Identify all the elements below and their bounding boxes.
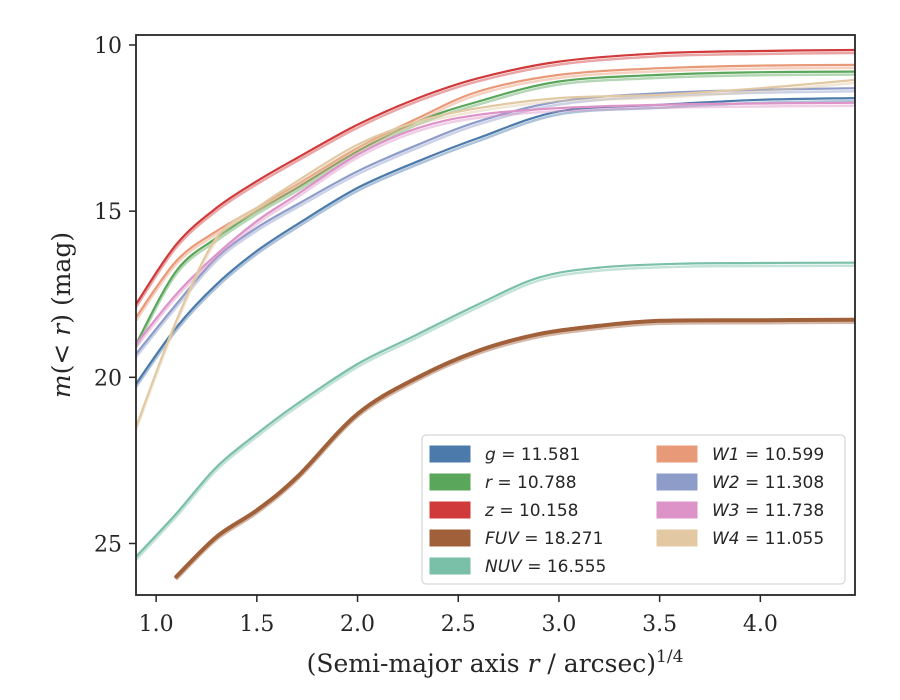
legend-label: FUV = 18.271 xyxy=(485,529,603,549)
legend-swatch xyxy=(656,529,698,547)
series-line xyxy=(174,317,855,579)
legend-swatch xyxy=(429,529,471,547)
legend-label: z = 10.158 xyxy=(484,501,578,521)
series-fuv xyxy=(174,317,855,581)
series-z xyxy=(136,48,855,308)
series-band xyxy=(136,89,855,358)
series-band xyxy=(136,81,855,431)
legend-frame xyxy=(421,434,846,585)
series-w2 xyxy=(136,87,855,358)
legend-label: W3 = 11.738 xyxy=(712,501,824,521)
legend-swatch xyxy=(429,501,471,519)
series-line xyxy=(136,63,855,319)
y-tick-label: 25 xyxy=(94,532,122,557)
legend-swatch xyxy=(429,445,471,463)
y-tick-label: 10 xyxy=(94,34,122,59)
series-line xyxy=(136,261,855,558)
plot-area xyxy=(136,48,855,581)
y-axis: 10 15 20 25 xyxy=(94,34,136,557)
legend-label: W4 = 11.055 xyxy=(712,529,824,549)
x-tick-label: 2.5 xyxy=(441,612,476,637)
series-g xyxy=(136,97,855,388)
series-nuv xyxy=(136,261,855,561)
series-line xyxy=(136,78,855,429)
x-tick-label: 1.0 xyxy=(139,612,174,637)
legend-swatch xyxy=(429,557,471,575)
series-w4 xyxy=(136,78,855,431)
series-band xyxy=(136,99,855,388)
legend-swatch xyxy=(656,473,698,491)
legend-swatch xyxy=(656,445,698,463)
x-axis-label: (Semi-major axis r / arcsec)1/4 xyxy=(307,647,684,678)
series-band xyxy=(136,104,855,348)
x-tick-label: 4.0 xyxy=(743,612,778,637)
series-line xyxy=(136,87,855,356)
legend-swatch xyxy=(429,473,471,491)
legend-label: W1 = 10.599 xyxy=(712,445,824,465)
legend-label: r = 10.788 xyxy=(485,473,577,493)
plot-frame xyxy=(135,34,856,596)
series-line xyxy=(136,97,855,386)
legend-label: W2 = 11.308 xyxy=(712,473,824,493)
legend-label: NUV = 16.555 xyxy=(485,557,606,577)
x-tick-label: 2.0 xyxy=(340,612,375,637)
x-tick-label: 3.5 xyxy=(642,612,677,637)
y-tick-label: 20 xyxy=(94,366,122,391)
series-w3 xyxy=(136,101,855,348)
legend-swatch xyxy=(656,501,698,519)
legend-label: g = 11.581 xyxy=(485,445,580,465)
y-tick-label: 15 xyxy=(94,200,122,225)
series-band xyxy=(175,321,855,581)
series-line xyxy=(136,48,855,306)
x-tick-label: 1.5 xyxy=(239,612,274,637)
y-axis-label: m(< r) (mag) xyxy=(47,232,76,398)
x-axis: 1.0 1.5 2.0 2.5 3.0 3.5 4.0 xyxy=(139,595,778,637)
series-band xyxy=(136,51,855,308)
series-line xyxy=(136,101,855,346)
series-band xyxy=(136,264,855,561)
x-tick-label: 3.0 xyxy=(541,612,576,637)
legend: g = 11.581 r = 10.788 z = 10.158 FUV = 18.2… xyxy=(421,434,846,585)
